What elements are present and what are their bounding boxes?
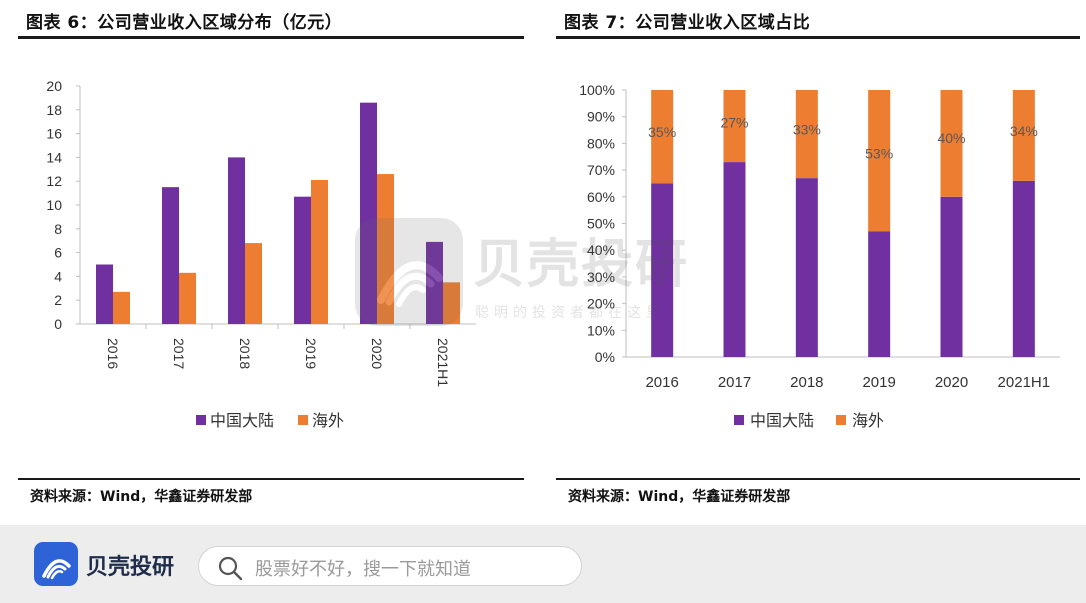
- y-tick-label: 40%: [587, 242, 615, 258]
- bar-overseas: [723, 90, 746, 163]
- x-tick-label: 2021H1: [998, 374, 1051, 391]
- source-divider: [18, 478, 524, 480]
- bar-overseas: [940, 90, 963, 197]
- bar-mainland: [426, 241, 443, 324]
- search-icon[interactable]: [217, 555, 243, 585]
- chart-title: 图表 7：公司营业收入区域占比: [564, 13, 811, 33]
- y-tick-label: 10: [46, 197, 62, 213]
- legend-label-overseas: 海外: [312, 412, 344, 430]
- x-tick-label: 2018: [790, 374, 823, 391]
- y-tick-label: 0: [54, 316, 62, 332]
- bar-mainland: [940, 196, 963, 357]
- legend-swatch-mainland: [196, 415, 206, 425]
- title-divider: [18, 36, 524, 39]
- x-tick-label: 2016: [645, 374, 678, 391]
- y-tick-label: 14: [46, 149, 62, 165]
- bar-overseas: [443, 282, 460, 324]
- y-tick-label: 18: [46, 102, 62, 118]
- x-tick-label: 2019: [862, 374, 895, 391]
- bar-mainland: [868, 231, 891, 357]
- y-tick-label: 0%: [595, 349, 615, 365]
- bar-overseas: [377, 174, 394, 324]
- bar-overseas: [179, 272, 196, 324]
- y-tick-label: 10%: [587, 322, 615, 338]
- brand-name[interactable]: 贝壳投研: [86, 555, 175, 580]
- chart-title: 图表 6：公司营业收入区域分布（亿元）: [26, 13, 343, 33]
- y-tick-label: 100%: [579, 82, 615, 98]
- bar-overseas: [1012, 90, 1035, 181]
- bar-overseas: [311, 180, 328, 324]
- legend-swatch-overseas: [836, 415, 846, 425]
- bar-mainland: [162, 187, 179, 324]
- bar-mainland: [228, 157, 245, 324]
- y-tick-label: 70%: [587, 162, 615, 178]
- bar-mainland: [96, 264, 113, 324]
- legend-swatch-mainland: [734, 415, 744, 425]
- y-tick-label: 2: [54, 292, 62, 308]
- data-label: 27%: [720, 114, 748, 130]
- legend-label-mainland: 中国大陆: [210, 412, 274, 430]
- bar-overseas: [245, 243, 262, 324]
- x-tick-label: 2020: [369, 338, 385, 369]
- search-box[interactable]: 股票好不好，搜一下就知道: [198, 546, 582, 586]
- bar-mainland: [360, 102, 377, 324]
- bar-overseas: [651, 90, 674, 184]
- bar-overseas: [795, 90, 818, 179]
- revenue-share-chart: 0% 10% 20% 30% 40% 50% 60% 70% 80% 90% 100% 35% 2016…: [579, 82, 1060, 430]
- bar-mainland: [795, 178, 818, 357]
- y-tick-label: 6: [54, 245, 62, 261]
- y-tick-label: 80%: [587, 135, 615, 151]
- search-placeholder: 股票好不好，搜一下就知道: [255, 559, 471, 580]
- x-tick-label: 2018: [237, 338, 253, 369]
- y-tick-label: 4: [54, 268, 62, 284]
- source-note: 资料来源：Wind，华鑫证券研发部: [30, 489, 253, 505]
- y-tick-label: 20%: [587, 296, 615, 312]
- bar-mainland: [294, 196, 311, 324]
- y-tick-label: 30%: [587, 269, 615, 285]
- y-tick-label: 20: [46, 78, 62, 94]
- source-note: 资料来源：Wind，华鑫证券研发部: [568, 489, 791, 505]
- y-tick-label: 60%: [587, 189, 615, 205]
- data-label: 35%: [648, 124, 676, 140]
- legend-swatch-overseas: [298, 415, 308, 425]
- bar-mainland: [723, 162, 746, 357]
- legend-label-mainland: 中国大陆: [750, 412, 814, 430]
- data-label: 33%: [793, 122, 821, 138]
- title-divider: [556, 36, 1080, 39]
- bar-mainland: [651, 183, 674, 357]
- x-tick-label: 2019: [303, 338, 319, 369]
- y-tick-label: 12: [46, 173, 62, 189]
- y-tick-label: 90%: [587, 109, 615, 125]
- data-label: 34%: [1010, 123, 1038, 139]
- source-divider: [556, 478, 1080, 480]
- y-tick-label: 16: [46, 126, 62, 142]
- bar-mainland: [1012, 180, 1035, 357]
- y-tick-label: 50%: [587, 216, 615, 232]
- x-tick-label: 2020: [935, 374, 968, 391]
- bar-overseas: [868, 90, 891, 232]
- x-tick-label: 2016: [105, 338, 121, 369]
- data-label: 40%: [937, 130, 965, 146]
- bar-overseas: [113, 291, 130, 324]
- shell-logo-icon[interactable]: [34, 542, 78, 586]
- revenue-by-region-chart: 0 2 4 6 8 10 12 14 16 18 20 2016 2017 2018 2019 2020 202…: [46, 78, 476, 430]
- data-label: 53%: [865, 146, 893, 162]
- x-tick-label: 2017: [718, 374, 751, 391]
- y-tick-label: 8: [54, 221, 62, 237]
- legend-label-overseas: 海外: [852, 412, 884, 430]
- x-tick-label: 2017: [171, 338, 187, 369]
- x-tick-label: 2021H1: [435, 338, 451, 387]
- footer-bar: 贝壳投研 股票好不好，搜一下就知道: [0, 525, 1086, 603]
